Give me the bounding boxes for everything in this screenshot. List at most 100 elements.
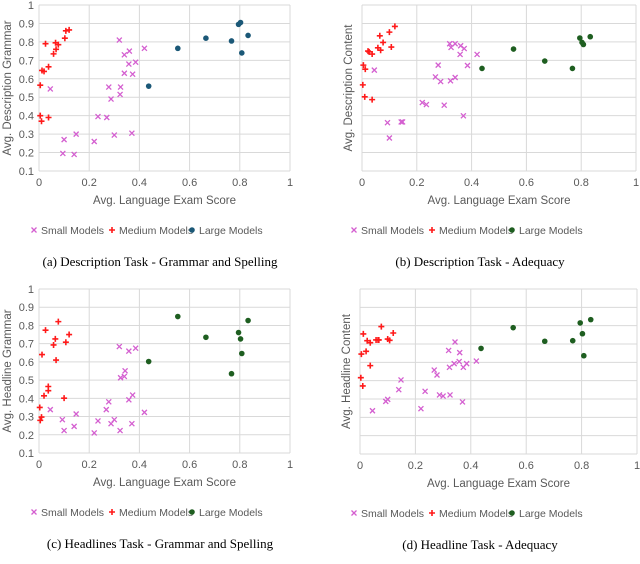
- medium-model-point: [357, 374, 364, 381]
- medium-model-point: [386, 337, 393, 344]
- small-model-point: [128, 420, 135, 427]
- medium-model-point: [367, 339, 374, 346]
- x-tick-label: 0: [357, 460, 363, 472]
- medium-model-point: [369, 51, 376, 58]
- medium-model-point: [53, 357, 60, 364]
- small-model-point: [73, 411, 80, 417]
- medium-model-point: [45, 387, 52, 394]
- small-model-point: [59, 150, 66, 157]
- large-model-point: [580, 41, 587, 48]
- large-model-point: [245, 32, 251, 39]
- medium-model-point: [38, 414, 45, 421]
- small-model-point: [473, 358, 480, 365]
- small-model-point: [121, 373, 128, 380]
- small-model-point: [431, 367, 438, 373]
- x-tick-label: 0.8: [232, 459, 247, 471]
- small-model-point: [456, 349, 463, 356]
- y-tick-label: 0.5: [19, 375, 34, 387]
- legend-label: Large Models: [519, 508, 583, 520]
- large-model-point: [479, 65, 485, 72]
- large-model-point: [228, 38, 235, 44]
- y-tick-label: 0.1: [19, 448, 34, 460]
- small-model-point: [395, 386, 402, 393]
- y-tick-label: 0.1: [19, 166, 34, 178]
- small-model-point: [451, 360, 458, 367]
- medium-model-point: [429, 227, 435, 233]
- small-model-point: [351, 227, 357, 233]
- small-model-point: [460, 112, 467, 119]
- x-tick-label: 1: [287, 459, 293, 471]
- large-model-point: [237, 19, 244, 26]
- medium-model-point: [362, 66, 369, 73]
- medium-model-point: [62, 339, 69, 346]
- small-model-point: [461, 45, 468, 52]
- legend-item: Small Models: [31, 507, 104, 519]
- x-axis-title: Avg. Language Exam Score: [428, 195, 571, 207]
- y-tick-label: 0.8: [19, 320, 34, 332]
- small-model-point: [386, 135, 393, 141]
- medium-model-point: [62, 27, 69, 34]
- medium-model-point: [37, 417, 44, 424]
- small-model-point: [384, 396, 391, 403]
- medium-model-point: [37, 112, 44, 119]
- small-model-point: [447, 392, 453, 398]
- small-model-point: [91, 138, 98, 145]
- small-model-point: [384, 119, 391, 126]
- small-model-point: [419, 99, 426, 106]
- x-tick-label: 0.4: [463, 460, 478, 472]
- large-model-point: [541, 338, 548, 345]
- caption: (c) Headlines Task - Grammar and Spellin…: [47, 536, 274, 551]
- medium-model-point: [364, 337, 371, 344]
- small-model-point: [73, 131, 80, 138]
- small-model-point: [459, 398, 466, 405]
- large-model-point: [175, 313, 181, 320]
- x-tick-label: 0.6: [182, 459, 197, 471]
- x-tick-label: 0.6: [519, 460, 534, 472]
- small-model-point: [61, 427, 68, 434]
- small-model-point: [422, 388, 429, 395]
- caption: (b) Description Task - Adequacy: [395, 254, 565, 269]
- x-tick-label: 0.4: [464, 177, 479, 189]
- medium-model-point: [45, 114, 52, 121]
- medium-model-point: [360, 330, 367, 337]
- large-model-point: [577, 320, 584, 326]
- small-model-point: [47, 85, 54, 92]
- small-model-point: [121, 70, 128, 77]
- caption: (d) Headline Task - Adequacy: [402, 537, 558, 552]
- small-model-point: [59, 416, 66, 423]
- large-model-point: [509, 510, 515, 516]
- large-model-point: [239, 350, 245, 357]
- small-model-point: [141, 45, 148, 52]
- medium-model-point: [66, 331, 73, 338]
- x-tick-label: 1: [287, 177, 293, 189]
- medium-model-point: [386, 29, 393, 36]
- small-model-point: [117, 91, 124, 98]
- x-tick-label: 0.6: [182, 177, 197, 189]
- medium-model-point: [366, 48, 373, 55]
- medium-model-point: [390, 330, 397, 336]
- small-model-point: [121, 51, 128, 58]
- medium-model-point: [358, 351, 365, 358]
- x-tick-label: 0.2: [408, 460, 423, 472]
- small-model-point: [117, 374, 124, 381]
- x-axis-title: Avg. Language Exam Score: [93, 477, 236, 489]
- x-tick-label: 0.6: [519, 177, 534, 189]
- medium-model-point: [52, 335, 59, 342]
- legend-item: Medium Models: [109, 225, 193, 237]
- large-model-point: [203, 334, 209, 341]
- medium-model-point: [36, 404, 43, 411]
- y-tick-label: 0.5: [19, 92, 34, 104]
- medium-model-point: [41, 392, 48, 399]
- x-axis-title: Avg. Language Exam Score: [427, 478, 570, 490]
- y-tick-label: 0.7: [19, 55, 34, 67]
- medium-model-point: [53, 46, 60, 53]
- medium-model-point: [367, 362, 374, 369]
- medium-model-point: [41, 68, 48, 75]
- x-tick-label: 0.8: [574, 177, 589, 189]
- caption: (a) Description Task - Grammar and Spell…: [43, 254, 278, 269]
- x-tick-label: 0.4: [132, 177, 147, 189]
- y-tick-label: 0.9: [19, 18, 34, 30]
- small-model-point: [91, 429, 98, 436]
- large-model-point: [569, 337, 576, 344]
